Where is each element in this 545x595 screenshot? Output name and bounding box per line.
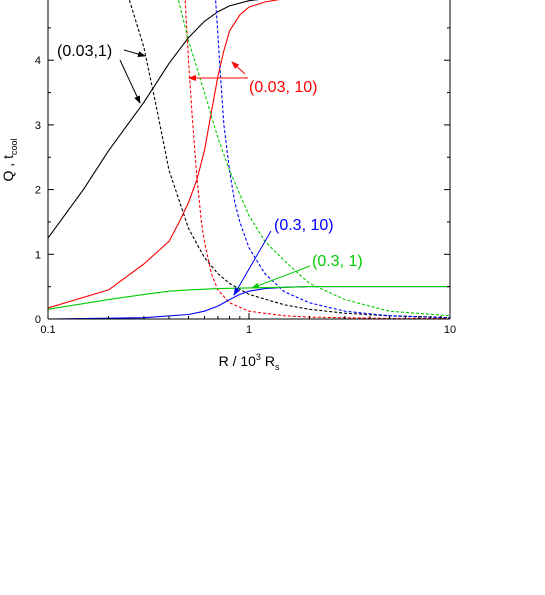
x-tick-label: 10 [444, 324, 456, 336]
series-layer [48, 0, 450, 319]
series-line-6-Q [48, 286, 450, 310]
y-tick-label: 0 [35, 314, 41, 326]
arrow-black-2 [119, 59, 141, 104]
y-axis-label: Q , tcool [0, 139, 19, 182]
x-tick-label: 0.1 [40, 324, 55, 336]
label-black: (0.03,1) [57, 43, 112, 60]
arrow-red-2 [231, 61, 246, 75]
label-red: (0.03, 10) [249, 79, 317, 96]
y-tick-label: 1 [35, 249, 41, 261]
series-line-1-t-cool [128, 0, 450, 319]
label-blue: (0.3, 10) [274, 217, 334, 234]
ticks-layer: 0.1 1 10 0 1 2 3 4 [35, 27, 456, 336]
series-line-3-t-cool [184, 0, 450, 319]
series-line-7-t-cool [177, 0, 450, 317]
series-line-2-Q [48, 0, 281, 309]
y-tick-label: 4 [35, 55, 41, 67]
arrow-blue [233, 230, 272, 296]
y-tick-label: 3 [35, 120, 41, 132]
annotation-arrows [119, 49, 311, 296]
y-tick-label: 2 [35, 185, 41, 197]
series-line-5-t-cool [215, 0, 450, 319]
label-green: (0.3, 1) [312, 253, 363, 270]
x-tick-label: 1 [246, 324, 252, 336]
arrow-black-1 [123, 49, 146, 57]
x-axis-label: R / 103 Rs [219, 352, 280, 372]
arrow-green [251, 265, 311, 289]
series-line-0-Q [48, 0, 259, 239]
